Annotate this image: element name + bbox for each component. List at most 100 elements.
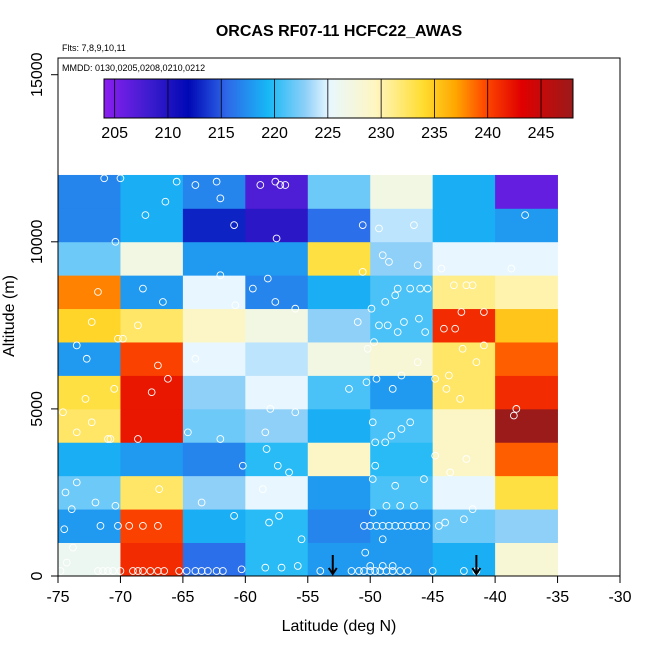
heatmap-cell xyxy=(245,442,309,477)
flight-point xyxy=(291,304,300,313)
flight-point xyxy=(362,378,371,387)
flight-point xyxy=(104,435,112,443)
heatmap-cell xyxy=(495,208,558,243)
flight-point xyxy=(378,535,387,544)
flight-point xyxy=(67,505,76,514)
flight-point xyxy=(94,567,102,575)
flight-point xyxy=(355,567,363,575)
heatmap-cell xyxy=(120,475,184,510)
heatmap-cell xyxy=(245,241,309,276)
flight-point xyxy=(388,567,397,575)
flight-point xyxy=(360,522,368,530)
flight-point xyxy=(353,318,362,326)
heatmap-cell xyxy=(120,542,184,577)
flight-point xyxy=(385,258,393,266)
heatmap-cell xyxy=(182,408,246,443)
flight-point xyxy=(212,567,221,575)
flight-point xyxy=(370,338,378,346)
heatmap-cell xyxy=(120,241,184,276)
flight-point xyxy=(406,284,415,293)
flight-point xyxy=(462,455,471,463)
flight-point xyxy=(291,408,300,417)
heatmap-cell xyxy=(370,308,434,343)
heatmap-cell xyxy=(120,509,184,543)
flight-point xyxy=(366,522,375,530)
heatmap-cell xyxy=(245,375,309,410)
heatmap-cell xyxy=(432,241,496,276)
flight-point xyxy=(191,181,200,189)
flight-point xyxy=(410,522,418,530)
flight-point xyxy=(248,284,257,293)
heatmap-cell xyxy=(495,342,558,376)
flight-point xyxy=(385,522,393,530)
heatmap-cell xyxy=(307,241,371,276)
colorbar-tick-label: 240 xyxy=(474,125,501,142)
flight-point xyxy=(154,522,162,530)
heatmap-cell xyxy=(370,174,434,209)
flight-point xyxy=(139,567,147,575)
latitude-marker-arrow xyxy=(471,555,482,576)
flight-point xyxy=(154,361,162,370)
heatmap-cell xyxy=(58,241,121,276)
flight-point xyxy=(396,567,405,575)
flight-point xyxy=(460,515,468,524)
heatmap-cell xyxy=(432,542,496,577)
flight-point xyxy=(182,567,191,575)
flight-point xyxy=(129,567,137,575)
flight-point xyxy=(258,485,267,493)
heatmap-cell xyxy=(58,442,121,477)
flight-point xyxy=(104,567,112,575)
heatmap-cell xyxy=(58,275,121,310)
flight-point xyxy=(388,562,397,570)
flight-point xyxy=(393,328,402,336)
flight-point xyxy=(445,371,453,380)
flight-point xyxy=(110,385,119,393)
x-tick-label: -30 xyxy=(608,589,631,606)
heatmap-cell xyxy=(495,308,558,343)
flight-point xyxy=(56,567,65,575)
flight-point xyxy=(116,174,125,183)
flight-point xyxy=(437,264,446,273)
heatmap-cell xyxy=(307,174,371,209)
flight-point xyxy=(345,385,353,393)
flight-point xyxy=(450,281,458,290)
flight-point xyxy=(114,334,122,343)
colorbar-ticks: 205 210 215 220 225 230 235 240 245 xyxy=(101,79,554,142)
heatmap-cell xyxy=(432,174,496,209)
flight-point xyxy=(391,522,400,530)
flight-point xyxy=(230,511,238,520)
dates-note: MMDD: 0130,0205,0208,0210,0212 xyxy=(62,63,205,73)
heatmap-cell xyxy=(120,375,184,410)
flight-point xyxy=(387,431,396,440)
flight-point xyxy=(99,567,107,575)
heatmap-cell xyxy=(182,475,246,510)
flight-point xyxy=(371,438,380,447)
flight-point xyxy=(468,505,477,514)
heatmap-cell xyxy=(432,208,496,243)
heatmap-cell xyxy=(370,241,434,276)
heatmap-cell xyxy=(245,174,309,209)
flight-point xyxy=(96,522,105,530)
flight-point xyxy=(72,341,81,350)
flight-point xyxy=(435,522,443,530)
heatmap-cell xyxy=(245,275,309,310)
y-tick-label: 10000 xyxy=(29,219,46,264)
flight-point xyxy=(60,525,69,534)
heatmap-cell xyxy=(307,275,371,310)
heatmap-cell xyxy=(120,174,184,209)
flight-point xyxy=(159,298,167,306)
flight-point xyxy=(462,281,471,290)
flight-point xyxy=(378,522,387,530)
flight-point xyxy=(106,435,115,443)
flight-point xyxy=(238,461,247,470)
flight-point xyxy=(109,567,117,575)
x-tick-label: -70 xyxy=(109,589,132,606)
flight-point xyxy=(134,567,142,575)
heatmap-cell xyxy=(182,174,246,209)
flight-point xyxy=(420,475,428,483)
heatmap-cell xyxy=(495,275,558,310)
flight-point xyxy=(184,428,192,437)
flight-point xyxy=(230,221,238,229)
flight-point xyxy=(382,501,391,510)
